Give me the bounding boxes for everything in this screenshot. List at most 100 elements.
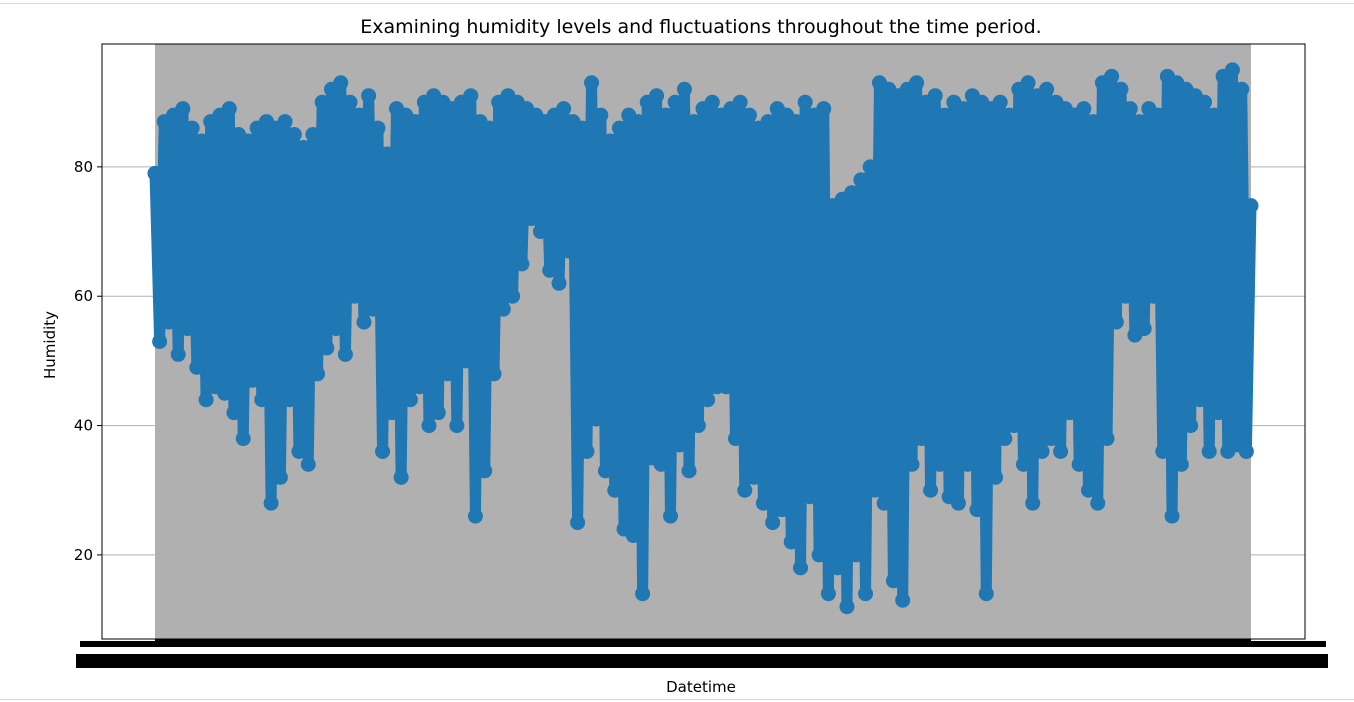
data-point xyxy=(927,88,943,104)
data-point xyxy=(588,411,604,427)
data-point xyxy=(1006,418,1022,434)
data-point xyxy=(370,120,386,136)
data-point xyxy=(876,495,892,511)
data-point xyxy=(602,133,618,149)
data-point xyxy=(728,431,744,447)
data-point xyxy=(1076,101,1092,117)
data-point xyxy=(375,443,391,459)
data-point xyxy=(412,379,428,395)
data-point xyxy=(593,107,609,123)
data-point xyxy=(741,107,757,123)
data-point xyxy=(440,366,456,382)
data-point xyxy=(676,81,692,97)
data-point xyxy=(277,114,293,130)
figure-bottom-border xyxy=(0,699,1354,700)
data-point xyxy=(198,392,214,408)
data-point xyxy=(1201,443,1217,459)
data-point xyxy=(635,586,651,602)
data-point xyxy=(1080,482,1096,498)
data-point xyxy=(662,508,678,524)
data-point xyxy=(384,405,400,421)
data-point xyxy=(296,139,312,155)
data-point xyxy=(760,114,776,130)
data-point xyxy=(913,431,929,447)
data-point xyxy=(690,418,706,434)
data-point xyxy=(342,94,358,110)
data-point xyxy=(221,101,237,117)
data-point xyxy=(765,515,781,531)
data-point xyxy=(737,482,753,498)
data-point xyxy=(1099,431,1115,447)
data-point xyxy=(333,75,349,91)
data-point xyxy=(978,586,994,602)
data-point xyxy=(449,418,465,434)
data-point xyxy=(272,469,288,485)
data-point xyxy=(858,586,874,602)
data-point xyxy=(477,463,493,479)
data-point xyxy=(1132,114,1148,130)
data-point xyxy=(820,586,836,602)
data-point xyxy=(607,482,623,498)
data-point xyxy=(1238,443,1254,459)
data-point xyxy=(932,456,948,472)
data-point xyxy=(1085,114,1101,130)
data-point xyxy=(514,256,530,272)
y-tick-label: 40 xyxy=(74,417,93,435)
data-point xyxy=(1002,107,1018,123)
data-point xyxy=(193,133,209,149)
data-point xyxy=(788,114,804,130)
data-point xyxy=(653,456,669,472)
data-point xyxy=(1118,288,1134,304)
data-point xyxy=(992,94,1008,110)
x-tick-marks xyxy=(155,639,1251,645)
data-point xyxy=(649,88,665,104)
data-point xyxy=(319,340,335,356)
data-point xyxy=(551,275,567,291)
data-point xyxy=(1104,68,1120,84)
data-point xyxy=(1234,81,1250,97)
data-point xyxy=(1243,198,1259,214)
data-point xyxy=(175,101,191,117)
data-point xyxy=(667,94,683,110)
data-point xyxy=(532,224,548,240)
data-point xyxy=(560,243,576,259)
data-point xyxy=(1183,418,1199,434)
y-tick-label: 60 xyxy=(74,287,93,305)
data-point xyxy=(1113,81,1129,97)
data-point xyxy=(700,392,716,408)
data-point xyxy=(1224,62,1240,78)
data-point xyxy=(611,120,627,136)
data-point xyxy=(421,418,437,434)
data-point xyxy=(1206,107,1222,123)
data-point xyxy=(467,508,483,524)
data-point xyxy=(1034,443,1050,459)
data-point xyxy=(923,482,939,498)
data-point xyxy=(1164,508,1180,524)
data-point xyxy=(844,185,860,201)
data-point xyxy=(625,528,641,544)
data-point xyxy=(240,133,256,149)
data-point xyxy=(658,107,674,123)
data-point xyxy=(351,107,367,123)
data-point xyxy=(797,94,813,110)
y-axis-label: Humidity xyxy=(41,311,59,379)
data-point xyxy=(1020,75,1036,91)
data-point xyxy=(718,379,734,395)
data-point xyxy=(430,405,446,421)
chart-title: Examining humidity levels and fluctuatio… xyxy=(360,16,1041,38)
data-point xyxy=(226,405,242,421)
data-point xyxy=(597,463,613,479)
data-point xyxy=(746,469,762,485)
data-point xyxy=(1039,81,1055,97)
data-point xyxy=(254,392,270,408)
data-point xyxy=(337,346,353,362)
data-point xyxy=(1145,288,1161,304)
data-point xyxy=(830,560,846,576)
data-point xyxy=(393,469,409,485)
data-point xyxy=(286,127,302,143)
y-tick-label: 20 xyxy=(74,546,93,564)
data-point xyxy=(347,288,363,304)
data-point xyxy=(1155,443,1171,459)
data-point xyxy=(402,392,418,408)
